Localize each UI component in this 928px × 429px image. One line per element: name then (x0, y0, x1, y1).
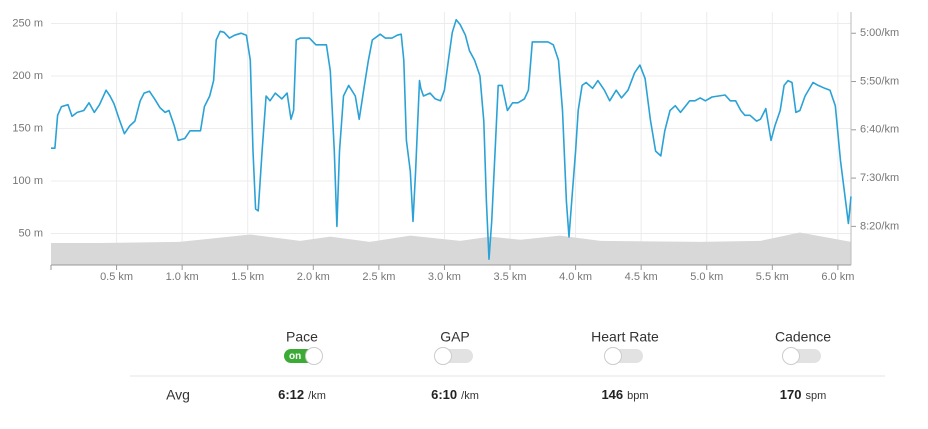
y-tick-label: 250 m (12, 17, 43, 29)
x-tick-label: 4.0 km (559, 271, 592, 283)
x-tick-label: 5.0 km (690, 271, 723, 283)
avg-number: 170 (780, 387, 802, 402)
y-tick-label: 50 m (19, 227, 43, 239)
toggle-knob[interactable] (604, 347, 622, 365)
toggle-label: Heart Rate (591, 329, 659, 345)
y2-tick-label: 7:30/km (860, 172, 899, 184)
toggle-label: GAP (440, 329, 470, 345)
avg-value: 6:10/km (431, 387, 479, 402)
avg-number: 6:10 (431, 387, 457, 402)
avg-value: 170 spm (780, 387, 826, 402)
toggle-knob[interactable] (434, 347, 452, 365)
toggle-knob[interactable] (782, 347, 800, 365)
x-tick-label: 4.5 km (625, 271, 658, 283)
x-tick-label: 6.0 km (821, 271, 854, 283)
x-tick-label: 1.0 km (166, 271, 199, 283)
avg-unit: /km (461, 390, 479, 402)
avg-unit: bpm (627, 390, 648, 402)
avg-unit: /km (308, 390, 326, 402)
y-tick-label: 200 m (12, 70, 43, 82)
avg-value: 6:12/km (278, 387, 326, 402)
toggle-on-text: on (289, 351, 301, 362)
toggle-label: Pace (286, 329, 318, 345)
y-tick-label: 100 m (12, 175, 43, 187)
elevation-area (51, 232, 851, 265)
pace-line (51, 18, 852, 260)
toggle-knob[interactable] (305, 347, 323, 365)
y2-tick-label: 8:20/km (860, 220, 899, 232)
avg-label: Avg (166, 387, 190, 403)
avg-value: 146 bpm (601, 387, 648, 402)
x-tick-label: 2.5 km (362, 271, 395, 283)
x-tick-label: 1.5 km (231, 271, 264, 283)
y2-tick-label: 5:00/km (860, 27, 899, 39)
avg-number: 146 (601, 387, 623, 402)
x-tick-label: 0.5 km (100, 271, 133, 283)
x-tick-label: 5.5 km (756, 271, 789, 283)
y2-tick-label: 5:50/km (860, 75, 899, 87)
avg-number: 6:12 (278, 387, 304, 402)
avg-unit: spm (805, 390, 826, 402)
y-tick-label: 150 m (12, 122, 43, 134)
x-tick-label: 2.0 km (297, 271, 330, 283)
y2-tick-label: 6:40/km (860, 124, 899, 136)
toggle-label: Cadence (775, 329, 831, 345)
x-tick-label: 3.5 km (494, 271, 527, 283)
x-tick-label: 3.0 km (428, 271, 461, 283)
